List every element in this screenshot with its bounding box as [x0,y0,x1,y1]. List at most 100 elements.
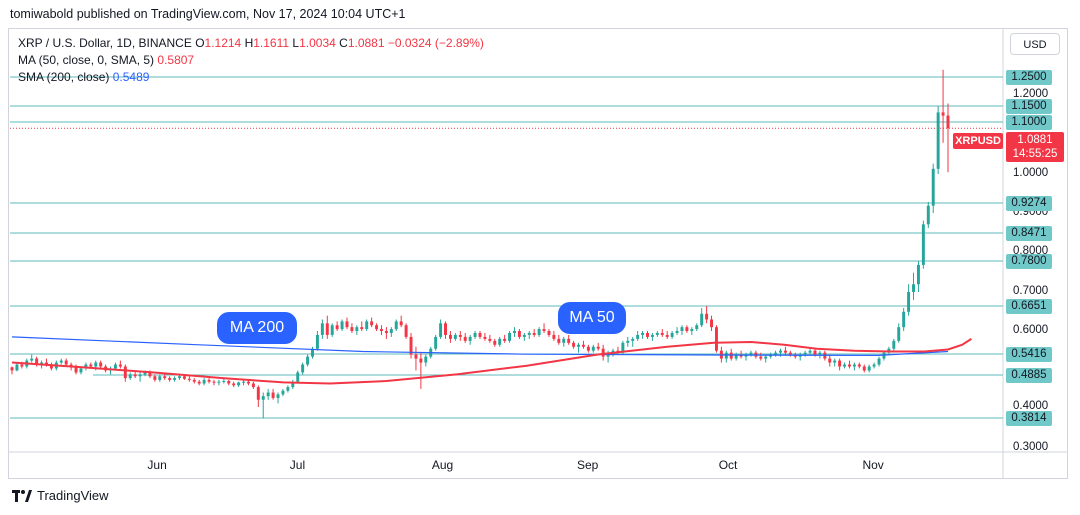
tradingview-logo-icon [12,489,32,502]
candle-body [527,332,531,335]
legend-close-label: C [339,36,348,50]
candle-body [936,112,940,169]
candle-body [458,334,462,337]
level-price-tag[interactable]: 1.1000 [1006,114,1052,130]
chart-frame [8,28,1068,479]
candle-body [414,354,418,359]
candle-body [532,332,536,335]
countdown-timer: 14:55:25 [1012,148,1058,160]
candle-body [690,329,694,331]
candle-body [852,364,856,367]
candle-body [301,364,305,373]
candle-body [788,352,792,355]
candle-body [833,360,837,363]
candle-body [916,264,920,285]
candle-body [552,334,556,339]
candle-body [296,372,300,382]
candle-body [271,392,275,398]
candle-body [567,338,571,343]
candle-body [409,336,413,355]
candle-body [207,379,211,382]
candle-body [256,387,260,400]
candle-body [424,356,428,363]
candle-body [217,381,221,383]
level-price-tag[interactable]: 1.2500 [1006,69,1052,85]
candle-body [325,323,329,335]
legend-open-label: O [195,36,205,50]
candle-body [79,368,83,373]
time-axis-label: Jul [289,458,306,472]
candle-body [877,358,881,365]
candle-body [148,372,152,377]
candle-body [266,392,270,397]
candle-body [237,382,241,386]
level-price-tag[interactable]: 1.1500 [1006,98,1052,114]
candle-body [591,346,595,351]
candle-body [641,332,645,335]
candle-body [655,332,659,335]
candle-body [803,352,807,355]
candle-body [779,350,782,353]
candle-body [434,336,438,349]
candle-body [710,319,714,328]
candle-body [276,394,280,398]
candle-body [493,340,497,345]
candle-body [242,381,246,383]
candle-body [902,311,906,328]
candle-body [286,387,290,391]
candle-body [173,378,177,380]
candle-body [941,112,945,116]
level-price-tag[interactable]: 0.3814 [1006,410,1052,426]
level-price-tag[interactable]: 0.9274 [1006,195,1052,211]
legend-high-value: 1.1611 [253,36,290,50]
level-price-tag[interactable]: 0.7800 [1006,253,1052,269]
chart-legend: XRP / U.S. Dollar, 1D, BINANCE O1.1214 H… [18,35,484,86]
level-price-tag[interactable]: 0.5416 [1006,346,1052,362]
candle-body [306,356,310,365]
legend-ma50-label: MA (50, close, 0, SMA, 5) [18,53,155,67]
candle-body [808,350,812,353]
candle-body [508,332,512,341]
tradingview-footer[interactable]: TradingView [12,488,109,503]
candle-body [128,374,132,379]
candle-body [35,358,39,365]
sma200-line [11,336,949,357]
candle-body [483,336,487,339]
candle-body [153,376,157,380]
legend-symbol[interactable]: XRP / U.S. Dollar, 1D, BINANCE [18,36,192,50]
candle-body [365,321,369,330]
candle-body [872,364,876,367]
candle-body [675,331,679,333]
candle-body [84,364,88,369]
time-axis-label: Oct [718,458,738,472]
legend-ma50-value: 0.5807 [157,53,195,67]
ma50-annotation: MA 50 [558,302,626,334]
legend-sma200-label: SMA (200, close) [18,70,110,84]
candle-body [168,378,172,380]
candle-body [828,358,832,363]
candle-body [340,321,344,330]
candle-body [370,321,374,326]
level-price-tag[interactable]: 0.8471 [1006,225,1052,241]
level-price-tag[interactable]: 0.4885 [1006,367,1052,383]
legend-open-value: 1.1214 [204,36,242,50]
legend-ohlc-row: XRP / U.S. Dollar, 1D, BINANCE O1.1214 H… [18,35,484,52]
time-axis-label: Sep [576,458,599,472]
candle-body [311,348,314,357]
candle-body [138,374,142,377]
price-axis-label: 0.4000 [1013,400,1049,412]
candle-body [439,323,443,337]
legend-low-label: L [292,36,300,50]
candle-body [764,356,768,359]
legend-ma50-row[interactable]: MA (50, close, 0, SMA, 5) 0.5807 [18,52,484,69]
candle-body [384,331,388,333]
candle-body [843,364,847,367]
candle-body [926,205,930,225]
level-price-tag[interactable]: 0.6651 [1006,298,1052,314]
legend-sma200-row[interactable]: SMA (200, close) 0.5489 [18,69,484,86]
currency-button[interactable]: USD [1010,33,1060,55]
legend-sma200-value: 0.5489 [112,70,150,84]
time-axis-label: Nov [862,458,884,472]
candle-body [577,344,581,347]
